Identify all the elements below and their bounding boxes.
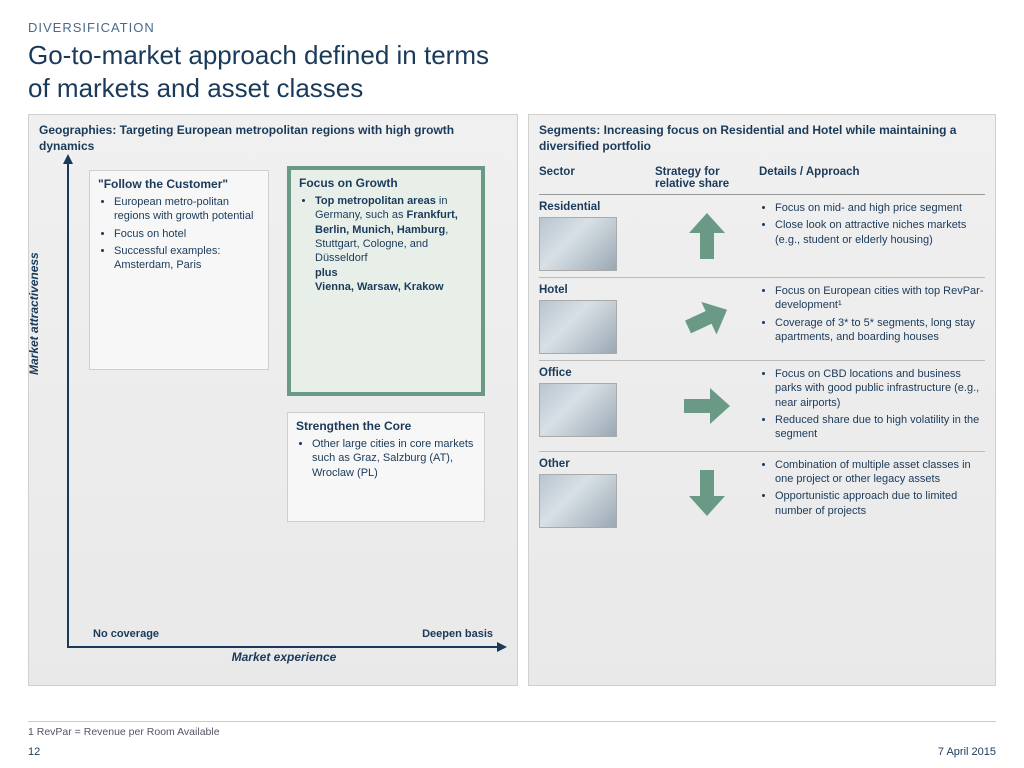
hotel-d1: Focus on European cities with top RevPar…	[775, 284, 985, 313]
office-d1: Focus on CBD locations and business park…	[775, 367, 985, 410]
strategy-residential	[655, 201, 759, 271]
other-image	[539, 474, 617, 528]
res-d1: Focus on mid- and high price segment	[775, 201, 985, 215]
office-d2: Reduced share due to high volatility in …	[775, 413, 985, 442]
quadrant-strengthen-core: Strengthen the Core Other large cities i…	[287, 412, 485, 522]
x-axis-label: Market experience	[69, 650, 499, 664]
header-strategy: Strategy for relative share	[655, 166, 759, 190]
deepen-basis-label: Deepen basis	[422, 628, 493, 640]
panel-row: Geographies: Targeting European metropol…	[28, 114, 996, 686]
strategy-other	[655, 458, 759, 528]
sector-other-label: Other	[539, 458, 570, 470]
arrow-right-icon	[682, 381, 732, 431]
segments-panel: Segments: Increasing focus on Residentia…	[528, 114, 996, 686]
q-follow-b3: Successful examples: Amsterdam, Paris	[114, 244, 260, 273]
residential-image	[539, 217, 617, 271]
other-d2: Opportunistic approach due to limited nu…	[775, 489, 985, 518]
row-residential: Residential Focus on mid- and high price…	[539, 195, 985, 278]
strategy-office	[655, 367, 759, 444]
details-hotel: Focus on European cities with top RevPar…	[759, 284, 985, 354]
sector-other: Other	[539, 458, 655, 528]
no-coverage-label: No coverage	[93, 628, 159, 640]
slide: DIVERSIFICATION Go-to-market approach de…	[0, 0, 1024, 768]
details-office: Focus on CBD locations and business park…	[759, 367, 985, 444]
office-image	[539, 383, 617, 437]
header-details: Details / Approach	[759, 166, 985, 190]
sector-residential-label: Residential	[539, 201, 600, 213]
quadrant-focus-growth: Focus on Growth Top metropolitan areas i…	[287, 166, 485, 396]
q-focus-pre: Top metropolitan areas	[315, 195, 436, 207]
footnote: 1 RevPar = Revenue per Room Available	[28, 721, 996, 738]
eyebrow: DIVERSIFICATION	[28, 20, 996, 35]
row-office: Office Focus on CBD locations and busine…	[539, 361, 985, 451]
arrow-down-icon	[682, 468, 732, 518]
page-number: 12	[28, 746, 40, 758]
q-focus-title: Focus on Growth	[299, 176, 473, 190]
matrix-chart: "Follow the Customer" European metro-pol…	[67, 162, 499, 648]
q-follow-list: European metro-politan regions with grow…	[98, 195, 260, 272]
q-focus-plus-cities: Vienna, Warsaw, Krakow	[315, 281, 444, 293]
q-focus-list: Top metropolitan areas in Germany, such …	[299, 194, 473, 294]
q-focus-plus-label: plus	[315, 267, 338, 279]
sector-office-label: Office	[539, 367, 572, 379]
row-other: Other Combination of multiple asset clas…	[539, 452, 985, 534]
details-residential: Focus on mid- and high price segment Clo…	[759, 201, 985, 271]
arrow-upright-icon	[682, 294, 732, 344]
sector-hotel: Hotel	[539, 284, 655, 354]
sector-hotel-label: Hotel	[539, 284, 568, 296]
q-strength-list: Other large cities in core markets such …	[296, 437, 476, 480]
q-follow-title: "Follow the Customer"	[98, 177, 260, 191]
hotel-d2: Coverage of 3* to 5* segments, long stay…	[775, 316, 985, 345]
quadrant-follow-customer: "Follow the Customer" European metro-pol…	[89, 170, 269, 370]
q-strength-b1: Other large cities in core markets such …	[312, 437, 476, 480]
row-hotel: Hotel Focus on European cities with top …	[539, 278, 985, 361]
header-sector: Sector	[539, 166, 655, 190]
hotel-image	[539, 300, 617, 354]
page-title: Go-to-market approach defined in terms o…	[28, 39, 996, 104]
right-panel-title: Segments: Increasing focus on Residentia…	[539, 123, 985, 154]
sector-office: Office	[539, 367, 655, 444]
title-line2: of markets and asset classes	[28, 73, 363, 103]
left-panel-title: Geographies: Targeting European metropol…	[39, 123, 507, 154]
sector-residential: Residential	[539, 201, 655, 271]
y-axis-label: Market attractiveness	[27, 252, 41, 375]
arrow-up-icon	[682, 211, 732, 261]
strategy-hotel	[655, 284, 759, 354]
q-strength-title: Strengthen the Core	[296, 419, 476, 433]
res-d2: Close look on attractive niches markets …	[775, 218, 985, 247]
segments-header: Sector Strategy for relative share Detai…	[539, 162, 985, 195]
slide-date: 7 April 2015	[938, 746, 996, 758]
details-other: Combination of multiple asset classes in…	[759, 458, 985, 528]
other-d1: Combination of multiple asset classes in…	[775, 458, 985, 487]
geographies-panel: Geographies: Targeting European metropol…	[28, 114, 518, 686]
q-follow-b1: European metro-politan regions with grow…	[114, 195, 260, 224]
q-focus-item: Top metropolitan areas in Germany, such …	[315, 194, 473, 294]
title-line1: Go-to-market approach defined in terms	[28, 40, 489, 70]
q-follow-b2: Focus on hotel	[114, 227, 260, 241]
